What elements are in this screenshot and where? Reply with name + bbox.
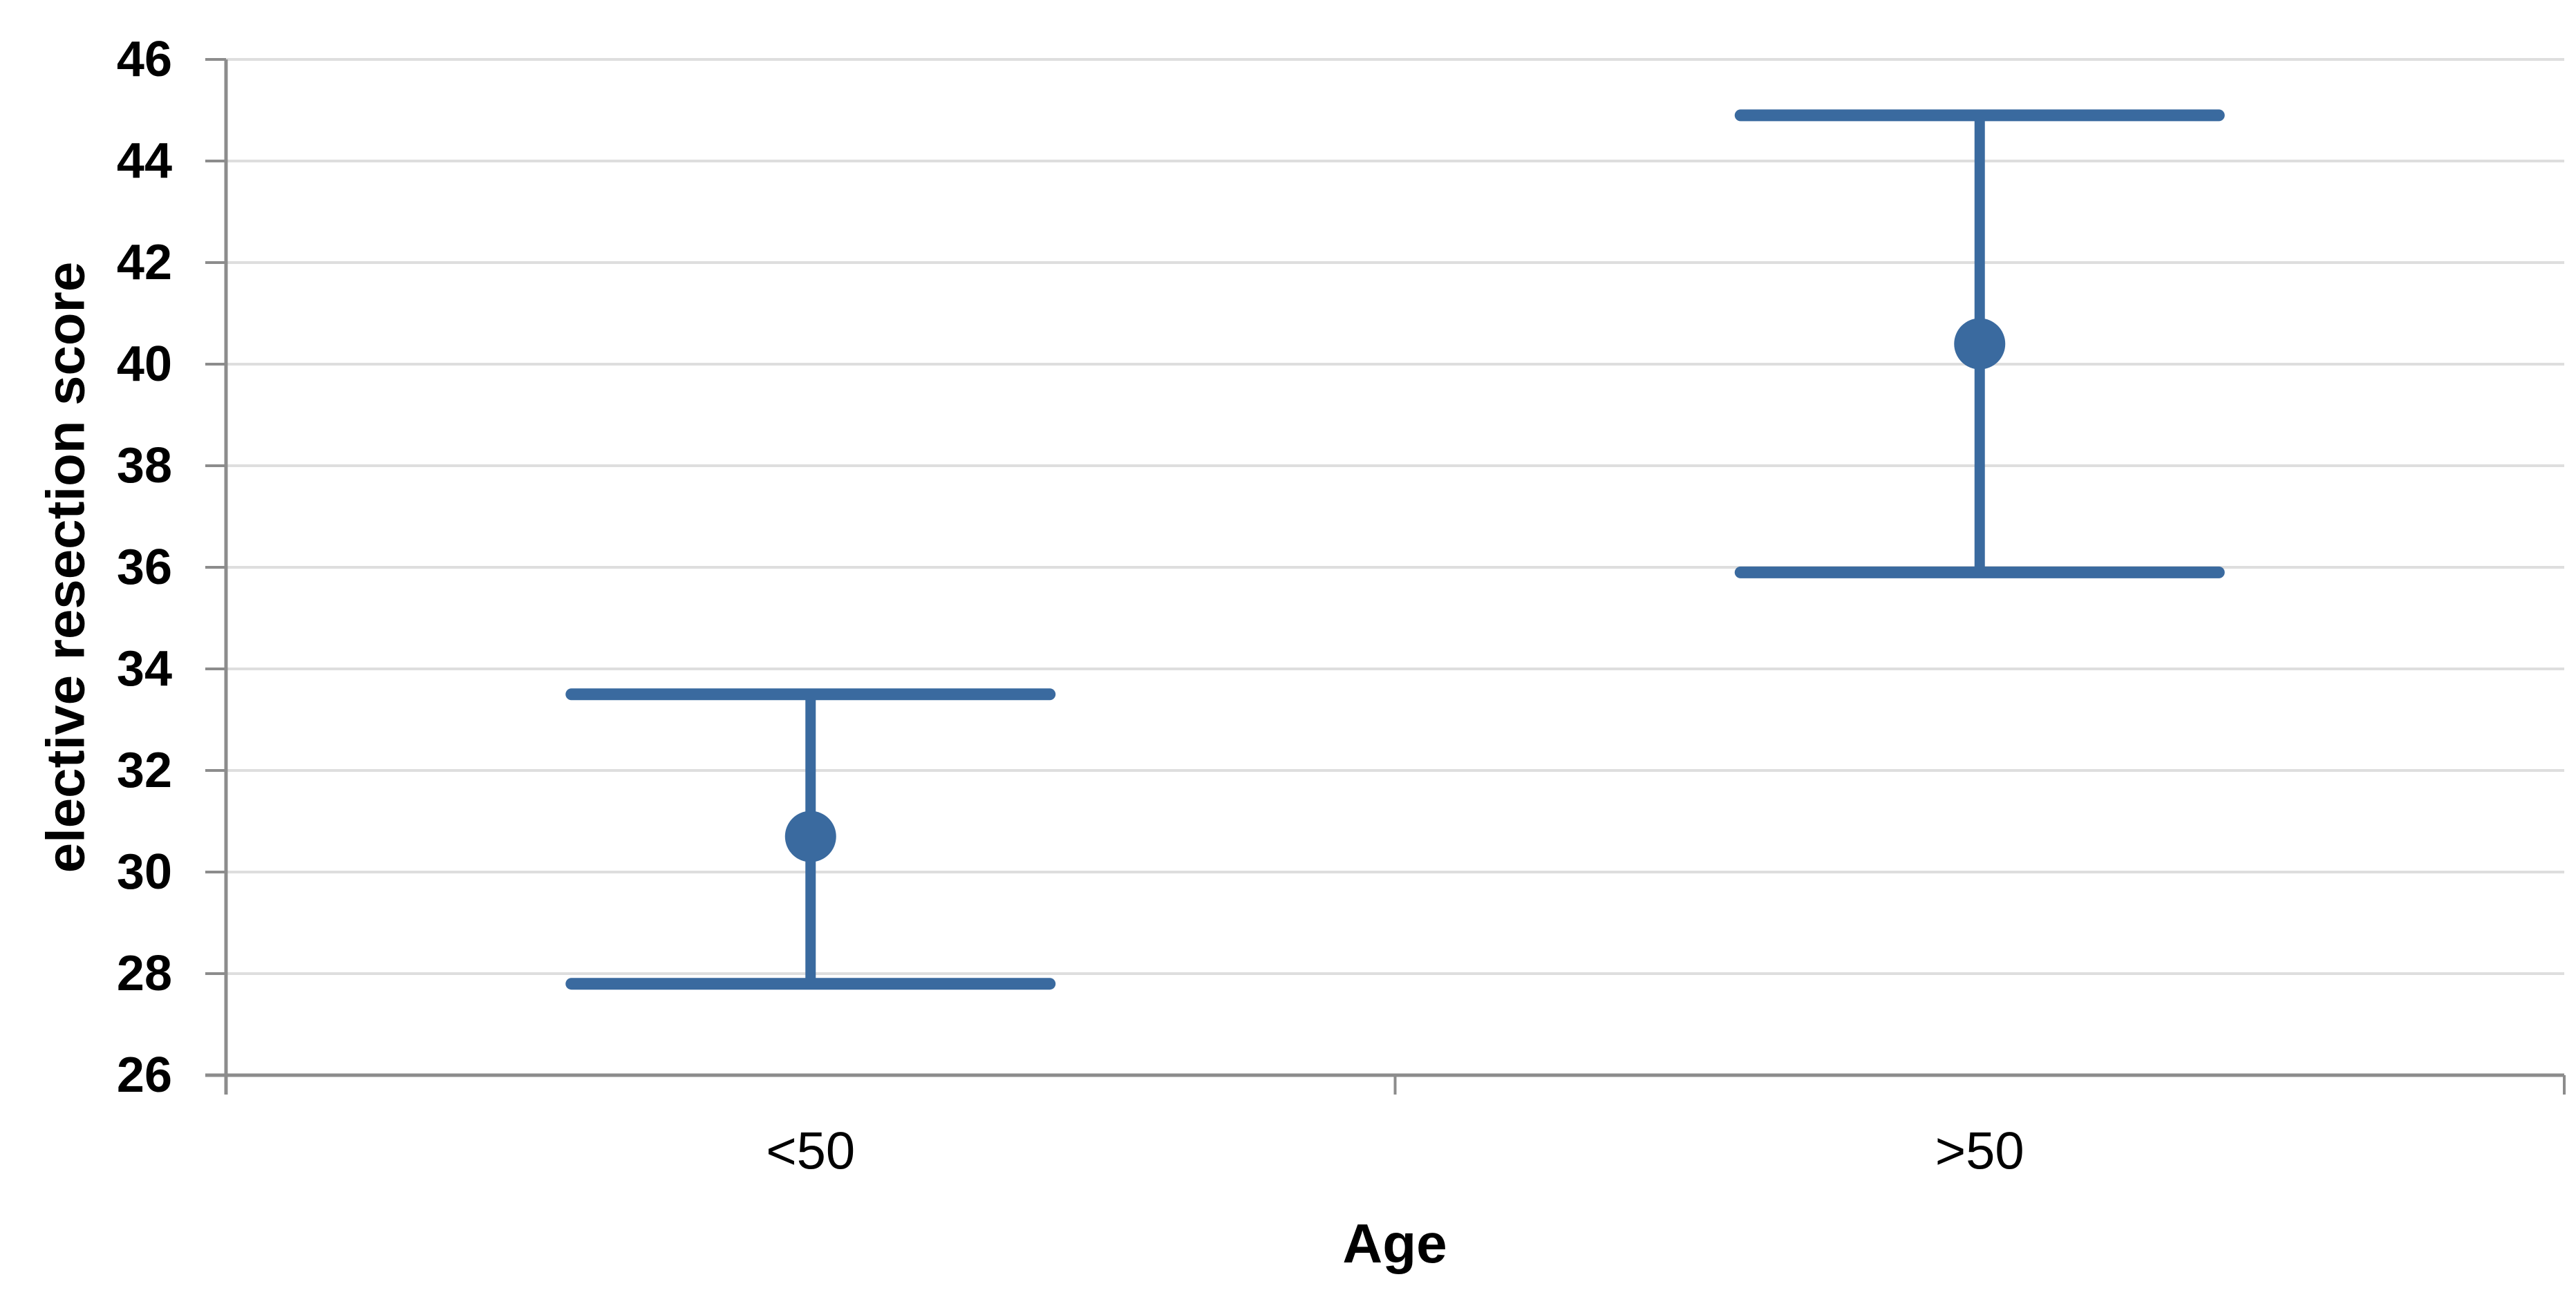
y-tick-label-26: 26 xyxy=(117,1048,172,1103)
x-category-label-1: >50 xyxy=(1935,1122,2024,1181)
y-tick-label-44: 44 xyxy=(117,133,172,189)
y-tick-label-42: 42 xyxy=(117,235,172,290)
mean-marker-1 xyxy=(1954,318,2006,370)
y-tick-label-38: 38 xyxy=(117,438,172,493)
y-tick-label-36: 36 xyxy=(117,540,172,595)
y-axis-title: elective resection score xyxy=(35,261,96,873)
y-tick-label-46: 46 xyxy=(117,32,172,87)
x-category-label-0: <50 xyxy=(766,1122,855,1181)
y-tick-label-40: 40 xyxy=(117,337,172,392)
y-tick-label-30: 30 xyxy=(117,844,172,900)
y-tick-label-32: 32 xyxy=(117,743,172,798)
y-tick-label-34: 34 xyxy=(117,641,172,697)
mean-marker-0 xyxy=(784,811,836,862)
x-axis-title: Age xyxy=(1342,1213,1447,1274)
y-tick-label-28: 28 xyxy=(117,946,172,1001)
